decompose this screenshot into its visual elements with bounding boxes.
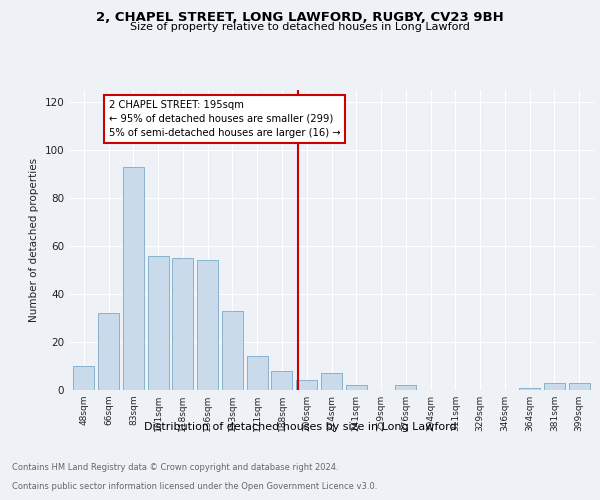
Bar xyxy=(544,383,565,390)
Text: 2, CHAPEL STREET, LONG LAWFORD, RUGBY, CV23 9BH: 2, CHAPEL STREET, LONG LAWFORD, RUGBY, C… xyxy=(96,11,504,24)
Bar xyxy=(148,256,169,390)
Text: Size of property relative to detached houses in Long Lawford: Size of property relative to detached ho… xyxy=(130,22,470,32)
Bar xyxy=(296,380,317,390)
Bar xyxy=(519,388,540,390)
Bar xyxy=(98,313,119,390)
Bar xyxy=(395,385,416,390)
Text: Contains public sector information licensed under the Open Government Licence v3: Contains public sector information licen… xyxy=(12,482,377,491)
Bar xyxy=(222,311,243,390)
Text: Distribution of detached houses by size in Long Lawford: Distribution of detached houses by size … xyxy=(143,422,457,432)
Text: Contains HM Land Registry data © Crown copyright and database right 2024.: Contains HM Land Registry data © Crown c… xyxy=(12,464,338,472)
Bar xyxy=(197,260,218,390)
Bar xyxy=(123,167,144,390)
Bar xyxy=(73,366,94,390)
Bar xyxy=(172,258,193,390)
Text: 2 CHAPEL STREET: 195sqm
← 95% of detached houses are smaller (299)
5% of semi-de: 2 CHAPEL STREET: 195sqm ← 95% of detache… xyxy=(109,100,340,138)
Bar xyxy=(321,373,342,390)
Bar xyxy=(569,383,590,390)
Bar xyxy=(346,385,367,390)
Bar xyxy=(247,356,268,390)
Y-axis label: Number of detached properties: Number of detached properties xyxy=(29,158,39,322)
Bar xyxy=(271,371,292,390)
